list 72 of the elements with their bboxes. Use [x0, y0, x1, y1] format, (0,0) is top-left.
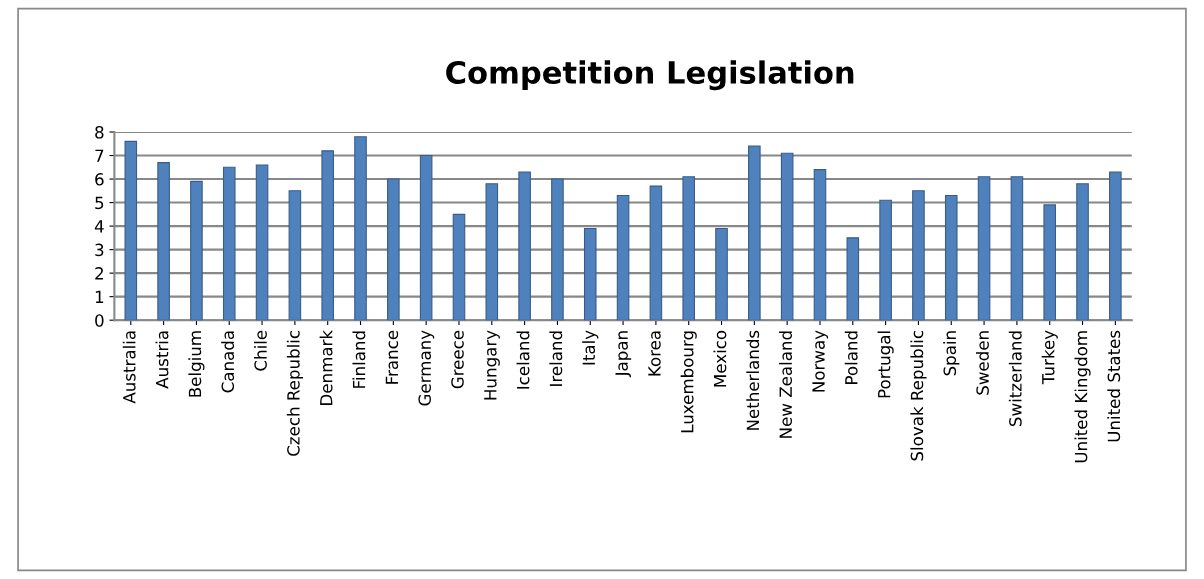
bar — [222, 166, 236, 321]
x-tick-label: Turkey — [1041, 330, 1058, 385]
x-tick-label: Finland — [352, 331, 366, 388]
x-tick-label: Italy — [582, 330, 599, 365]
x-tick-label: Japan — [615, 331, 632, 378]
x-tick-label: Greece — [451, 330, 464, 389]
x-tick-label: Korea — [648, 331, 661, 376]
x-tick-label: Czech Republic — [286, 330, 303, 456]
x-tick-label: Austria — [155, 331, 169, 389]
y-tick-label: 5 — [95, 196, 104, 210]
bar — [912, 190, 925, 321]
x-tick-label: Mexico — [713, 330, 727, 387]
bar — [977, 176, 991, 321]
bar — [1043, 204, 1057, 321]
bar — [485, 183, 499, 321]
bar — [715, 227, 728, 321]
bar — [419, 154, 433, 321]
x-tick-label: Switzerland — [1008, 331, 1022, 427]
bar — [1109, 171, 1122, 321]
y-tick-label: 0 — [95, 314, 104, 327]
x-tick-label: Netherlands — [746, 330, 760, 430]
x-tick-label: Belgium — [188, 331, 205, 397]
x-tick-label: United States — [1107, 330, 1121, 442]
y-tick-label: 2 — [95, 267, 103, 280]
x-tick-label: Germany — [418, 330, 435, 406]
bar — [518, 171, 531, 321]
x-tick-label: Poland — [844, 331, 858, 384]
x-tick-label: United Kingdom — [1074, 331, 1091, 463]
bar — [649, 185, 663, 321]
bar — [190, 180, 203, 321]
y-tick-label: 7 — [95, 149, 104, 162]
bar — [387, 178, 400, 321]
bar — [157, 162, 170, 321]
bar — [288, 190, 302, 321]
y-tick-label: 6 — [95, 173, 104, 186]
bar — [748, 145, 761, 321]
bar — [124, 140, 138, 321]
bar — [452, 213, 466, 321]
bar — [551, 178, 564, 321]
bar — [780, 152, 794, 321]
x-tick-label: Denmark — [319, 329, 333, 405]
x-tick-label: Iceland — [516, 331, 530, 389]
bar — [944, 194, 958, 321]
chart-title: Competition Legislation — [446, 60, 854, 91]
bar — [1010, 176, 1024, 321]
x-tick-label: Hungary — [484, 330, 500, 400]
bar — [813, 169, 827, 321]
bar — [1076, 183, 1089, 321]
x-tick-label: Ireland — [549, 331, 563, 386]
x-tick-label: Australia — [122, 331, 136, 404]
x-tick-label: Slovak Republic — [910, 330, 927, 461]
bar — [354, 136, 367, 321]
y-tick-label: 8 — [95, 125, 104, 139]
x-tick-label: Canada — [221, 331, 235, 393]
y-tick-label: 1 — [95, 290, 104, 303]
x-tick-label: Chile — [254, 330, 267, 371]
x-tick-label: Luxembourg — [680, 331, 697, 433]
x-tick-label: Norway — [812, 330, 829, 392]
x-tick-label: Sweden — [976, 331, 989, 395]
bar — [321, 150, 334, 321]
x-tick-label: France — [385, 330, 399, 384]
bar — [846, 237, 860, 321]
y-tick-label: 4 — [94, 220, 104, 233]
x-tick-label: Portugal — [877, 331, 894, 398]
bar — [682, 176, 696, 321]
bar — [879, 199, 892, 321]
x-tick-label: New Zealand — [779, 331, 792, 438]
x-tick-label: Spain — [943, 331, 960, 376]
bar — [583, 227, 597, 321]
bar — [255, 164, 269, 321]
y-tick-label: 3 — [95, 243, 104, 257]
bar — [616, 194, 630, 321]
